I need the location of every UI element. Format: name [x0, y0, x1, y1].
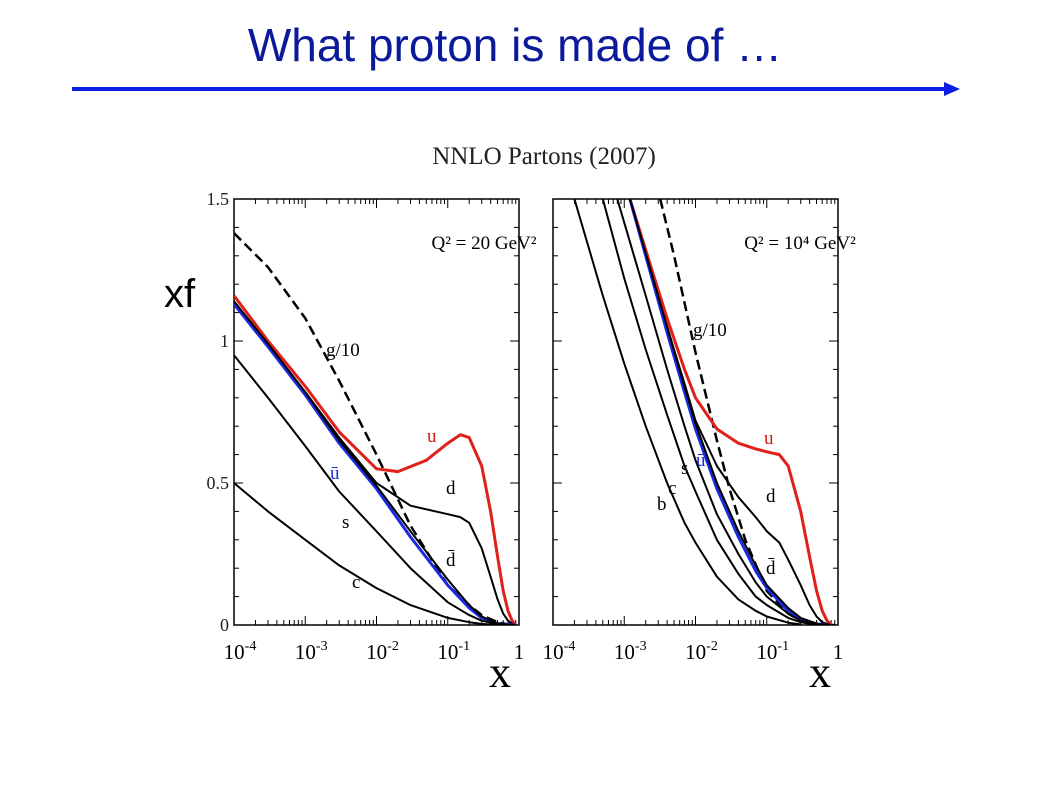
series-line-c — [234, 482, 516, 625]
x-tick-label: 10-1 — [437, 639, 470, 664]
y-axis-label: xf — [164, 272, 196, 316]
y-tick-label: 1.5 — [207, 189, 230, 209]
x-tick-label: 1 — [833, 640, 844, 664]
y-tick-label: 1 — [220, 331, 229, 351]
series-label: s — [342, 512, 349, 533]
series-group — [234, 232, 517, 625]
figure-title: NNLO Partons (2007) — [432, 143, 656, 170]
series-label: s — [681, 458, 688, 479]
series-line-s — [234, 354, 516, 625]
y-tick-label: 0.5 — [207, 473, 230, 493]
series-label: u — [427, 426, 437, 447]
series-label: ū — [330, 463, 340, 484]
series-label: ū — [696, 450, 706, 471]
x-tick-label: 10-4 — [224, 639, 257, 664]
x-tick-label: 10-4 — [543, 639, 576, 664]
plot-frame — [233, 198, 520, 626]
series-line-ū — [628, 199, 828, 625]
series-label: g/10 — [693, 320, 727, 341]
series-label: c — [668, 478, 676, 499]
q2-annotation: Q² = 10⁴ GeV² — [744, 233, 856, 254]
series-line-b — [573, 199, 801, 625]
x-tick-label: 10-3 — [295, 639, 328, 664]
plot-frame — [552, 198, 839, 626]
arrow-head — [944, 82, 960, 96]
x-tick-label: 10-2 — [685, 639, 718, 664]
x-axis-label: x — [809, 648, 831, 697]
x-axis-label: x — [489, 648, 511, 697]
x-tick-label: 1 — [514, 640, 525, 664]
series-line-u — [628, 199, 833, 625]
q2-annotation: Q² = 20 GeV² — [432, 233, 537, 254]
chart-panel-right: 10-4 10-3 10-2 10-1 1x Q² = 10⁴ GeV² g/10 u d ū d̄… — [543, 198, 856, 697]
series-label: c — [352, 572, 360, 593]
series-line-c — [601, 199, 817, 625]
series-line-d̄ — [628, 199, 828, 625]
x-tick-label: 10-3 — [614, 639, 647, 664]
series-group — [573, 199, 835, 625]
series-line-u — [234, 294, 517, 625]
series-label: g/10 — [326, 340, 360, 361]
series-line-g/10 — [234, 232, 516, 625]
series-label: d — [446, 478, 456, 499]
series-label: u — [764, 428, 774, 449]
series-label: d̄ — [766, 558, 776, 579]
y-tick-label: 0 — [220, 615, 229, 635]
slide-title: What proton is made of … — [247, 19, 783, 71]
series-line-s — [616, 199, 828, 625]
series-line-g/10 — [658, 199, 835, 625]
x-tick-label: 10-1 — [756, 639, 789, 664]
title-underline-arrow — [72, 82, 960, 96]
chart-panel-left: 10-4 10-3 10-2 10-1 1 0 0.5 1 1.5 x Q² = 20 GeV² g/… — [207, 189, 537, 697]
series-label: d̄ — [446, 550, 456, 571]
x-tick-label: 10-2 — [366, 639, 399, 664]
series-label: d — [766, 486, 776, 507]
series-label: b — [657, 494, 667, 515]
